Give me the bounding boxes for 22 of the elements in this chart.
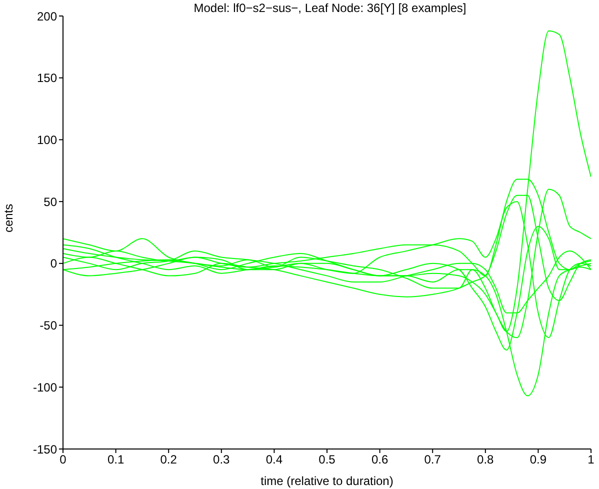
y-tick-label: 150: [36, 71, 58, 86]
chart-title: Model: lf0−s2−sus−, Leaf Node: 36[Y] [8 examples]: [192, 1, 468, 15]
y-tick-label: -100: [32, 380, 58, 394]
x-tick-label: 0.7: [424, 452, 442, 467]
y-axis-title: cents: [1, 204, 16, 232]
y-tick-label: 0: [50, 256, 58, 271]
x-axis-title: time (relative to duration): [260, 474, 394, 488]
x-tick-label: 0.1: [107, 452, 124, 467]
x-tick-label: 0.3: [213, 452, 230, 467]
x-tick-label: 0.9: [530, 452, 547, 467]
y-tick-label: -50: [40, 318, 58, 333]
y-tick-label: 50: [44, 194, 58, 209]
x-tick-label: 0.8: [477, 452, 494, 467]
y-tick-label: 100: [36, 132, 58, 147]
y-tick-label: -150: [32, 442, 58, 456]
x-tick-label: 0.2: [160, 452, 178, 467]
x-tick-label: 0.4: [266, 452, 283, 467]
x-tick-label: 0: [60, 452, 67, 467]
x-tick-label: 0.6: [371, 452, 388, 467]
x-tick-label: 1: [588, 452, 595, 467]
x-tick-label: 0.5: [318, 452, 336, 467]
y-tick-label: 200: [36, 9, 58, 24]
